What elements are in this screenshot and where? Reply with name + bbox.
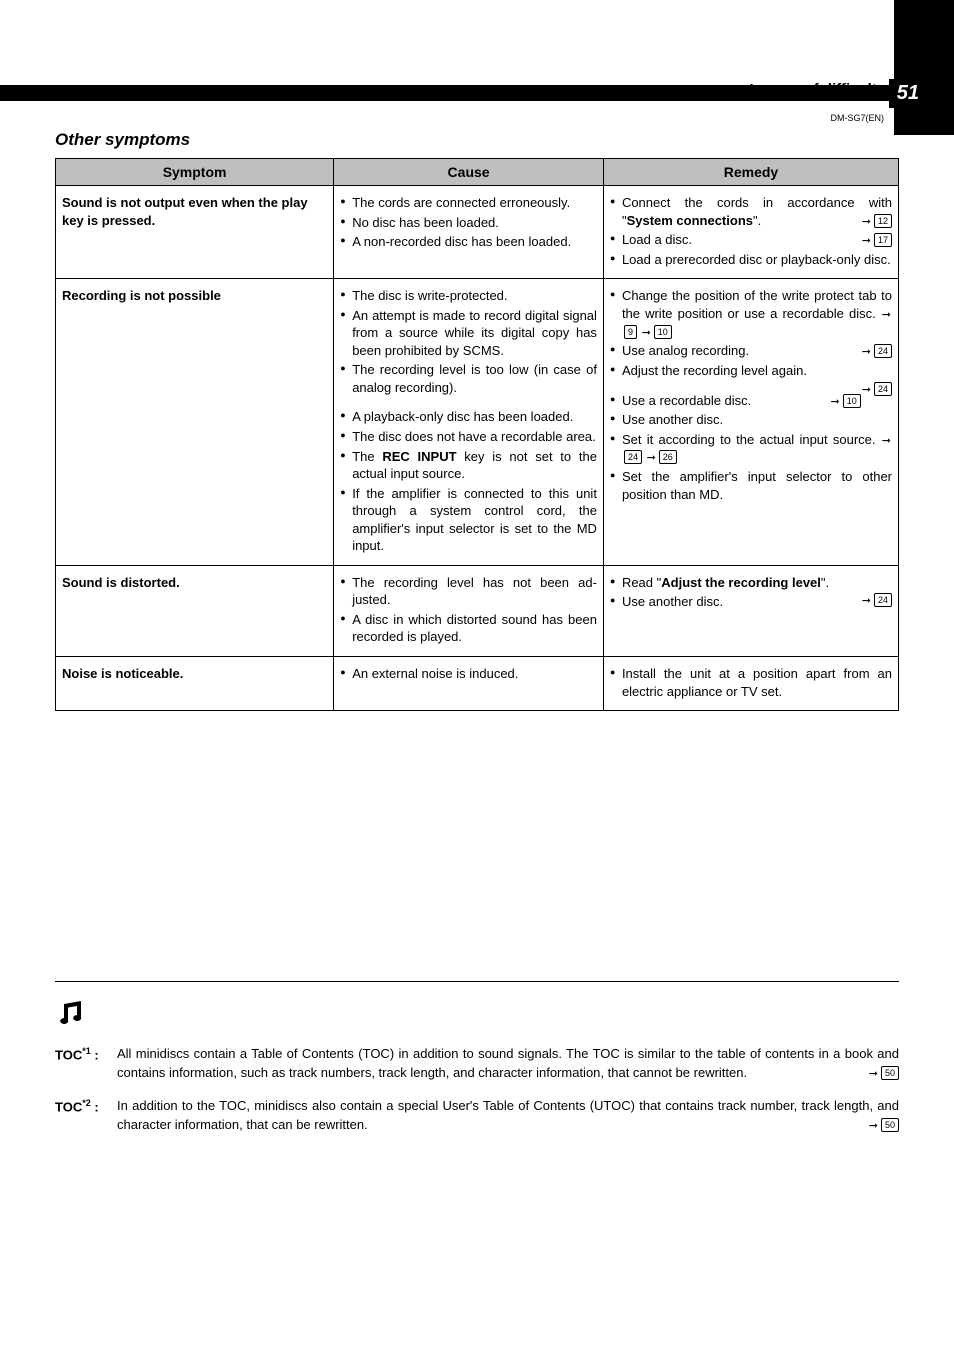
remedy-item: Read "Adjust the recording level".➞24: [610, 574, 892, 592]
remedy-item: Load a disc.➞17: [610, 231, 892, 249]
remedy-item: Adjust the recording level again.➞24: [610, 362, 892, 380]
side-black-bar: [894, 0, 954, 85]
table-row: Sound is not output even when the play k…: [56, 186, 899, 279]
cause-item: If the amplifier is connected to this un…: [340, 485, 597, 555]
cause-item: A non-recorded disc has been loaded.: [340, 233, 597, 251]
cause-item: The disc does not have a recordable area…: [340, 428, 597, 446]
note-text: In addition to the TOC, minidiscs also c…: [117, 1097, 899, 1135]
footnote: TOC*1 :All minidiscs contain a Table of …: [55, 1045, 899, 1083]
symptom-text: Recording is not possible: [62, 288, 221, 303]
remedy-item: Load a prerecorded disc or playback-only…: [610, 251, 892, 269]
notes-icon: [55, 1000, 899, 1033]
remedy-item: Use another disc.: [610, 593, 892, 611]
remedy-item: Connect the cords in accordance with "Sy…: [610, 194, 892, 229]
divider: [55, 981, 899, 982]
page-number: 51: [889, 79, 927, 108]
troubleshooting-table: Symptom Cause Remedy Sound is not output…: [55, 158, 899, 711]
table-row: Noise is noticeable. An external noise is…: [56, 657, 899, 711]
cause-item: The REC INPUT key is not set to the actu…: [340, 448, 597, 483]
note-ref: ➞50: [868, 1064, 899, 1083]
cause-item: The recording level has not been ad­just…: [340, 574, 597, 609]
cause-item: The disc is write-protected.: [340, 287, 597, 305]
header-symptom: Symptom: [56, 159, 334, 186]
table-row: Sound is distorted. The recording level h…: [56, 565, 899, 656]
remedy-item: Set it according to the actual input sou…: [610, 431, 892, 467]
header-cause: Cause: [334, 159, 604, 186]
remedy-item: Change the position of the write protect…: [610, 287, 892, 340]
remedy-item: Set the amplifier's input selector to ot…: [610, 468, 892, 503]
footnote: TOC*2 :In addition to the TOC, minidiscs…: [55, 1097, 899, 1135]
cause-item: The recording level is too low (in case …: [340, 361, 597, 396]
remedy-item: Use another disc.: [610, 411, 892, 429]
note-label: TOC*2 :: [55, 1097, 117, 1135]
remedy-item: Install the unit at a position apart fro…: [610, 665, 892, 700]
note-text: All minidiscs contain a Table of Content…: [117, 1045, 899, 1083]
header-remedy: Remedy: [603, 159, 898, 186]
remedy-item: Use analog recording.➞24: [610, 342, 892, 360]
breadcrumb: In case of difficulty: [748, 81, 884, 98]
cause-item: No disc has been loaded.: [340, 214, 597, 232]
cause-item: A disc in which distorted sound has been…: [340, 611, 597, 646]
remedy-item: Use a recordable disc.➞10: [610, 392, 892, 410]
symptom-text: Noise is noticeable.: [62, 666, 183, 681]
note-label: TOC*1 :: [55, 1045, 117, 1083]
cause-item: An external noise is induced.: [340, 665, 597, 683]
symptom-text: Sound is not output even when the play k…: [62, 195, 308, 228]
doc-id: DM-SG7(EN): [831, 113, 885, 123]
cause-item: A playback-only disc has been loaded.: [340, 408, 597, 426]
symptom-text: Sound is distorted.: [62, 575, 180, 590]
cause-item: The cords are connected errone­ously.: [340, 194, 597, 212]
section-title: Other symptoms: [55, 130, 899, 150]
table-row: Recording is not possible The disc is wri…: [56, 279, 899, 566]
cause-item: An attempt is made to record digital sig…: [340, 307, 597, 360]
note-ref: ➞50: [868, 1116, 899, 1135]
